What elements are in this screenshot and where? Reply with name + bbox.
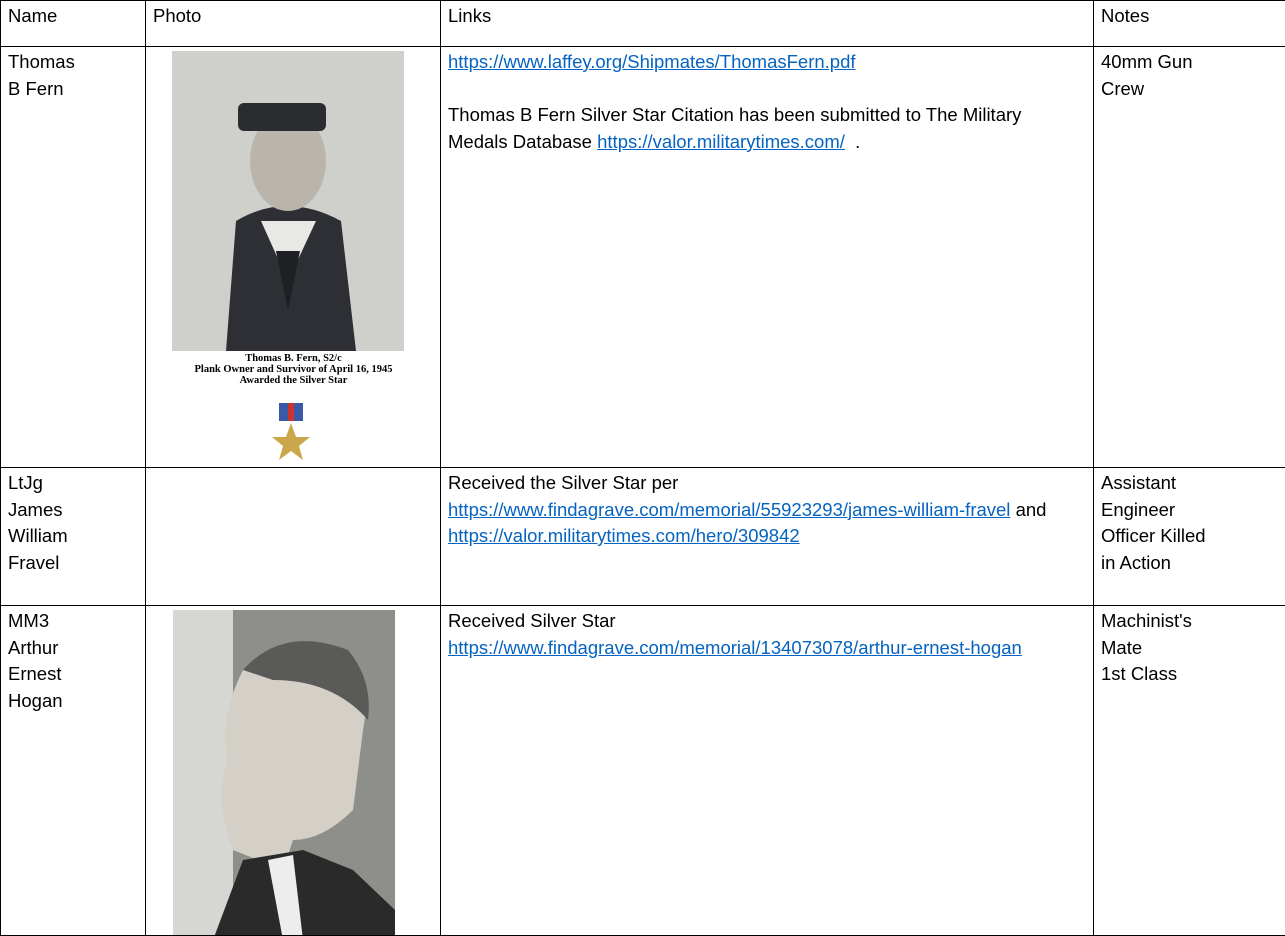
notes-line: 1st Class: [1101, 661, 1278, 688]
medal-icon: [271, 403, 311, 461]
caption-line: Thomas B. Fern, S2/c: [146, 353, 441, 364]
notes-line: Engineer: [1101, 497, 1278, 524]
header-cell: Notes: [1094, 1, 1285, 47]
link[interactable]: https://www.laffey.org/Shipmates/ThomasF…: [448, 51, 856, 72]
name-line: Hogan: [8, 688, 138, 715]
name-cell: LtJg James William Fravel: [1, 468, 146, 606]
photo: [166, 51, 411, 461]
name-line: Fravel: [8, 550, 138, 577]
name-line: James: [8, 497, 138, 524]
header-cell: Name: [1, 1, 146, 47]
text: Received the Silver Star per: [448, 470, 1086, 497]
notes-line: Officer Killed: [1101, 523, 1278, 550]
photo-cell: Thomas B. Fern, S2/c Plank Owner and Sur…: [146, 47, 441, 468]
notes-line: Crew: [1101, 76, 1278, 103]
row: MM3 Arthur Ernest Hogan Received Silver …: [1, 606, 1285, 936]
notes-line: 40mm Gun: [1101, 49, 1278, 76]
name-line: Arthur: [8, 635, 138, 662]
name-cell: Thomas B Fern: [1, 47, 146, 468]
link[interactable]: https://www.findagrave.com/memorial/1340…: [448, 637, 1022, 658]
header-row: Name Photo Links Notes: [1, 1, 1285, 47]
row: LtJg James William Fravel Received the S…: [1, 468, 1285, 606]
text: and: [1016, 499, 1047, 520]
text: Received Silver Star: [448, 608, 1086, 635]
photo: [173, 610, 395, 936]
name-line: Thomas: [8, 49, 138, 76]
name-line: William: [8, 523, 138, 550]
links-cell: Received the Silver Star per https://www…: [441, 468, 1094, 606]
text: .: [855, 131, 860, 152]
notes-cell: Machinist's Mate 1st Class: [1094, 606, 1285, 936]
row: Thomas B Fern Thomas B. Fern, S2/c Plank…: [1, 47, 1285, 468]
links-cell: https://www.laffey.org/Shipmates/ThomasF…: [441, 47, 1094, 468]
link[interactable]: https://valor.militarytimes.com/: [597, 131, 845, 152]
photo-cell: [146, 468, 441, 606]
name-line: Ernest: [8, 661, 138, 688]
notes-cell: 40mm Gun Crew: [1094, 47, 1285, 468]
caption-line: Plank Owner and Survivor of April 16, 19…: [146, 364, 441, 375]
header-cell: Photo: [146, 1, 441, 47]
header-cell: Links: [441, 1, 1094, 47]
notes-line: Assistant: [1101, 470, 1278, 497]
name-line: MM3: [8, 608, 138, 635]
notes-line: Mate: [1101, 635, 1278, 662]
photo-cell: [146, 606, 441, 936]
notes-line: Machinist's: [1101, 608, 1278, 635]
name-cell: MM3 Arthur Ernest Hogan: [1, 606, 146, 936]
photo-caption: Thomas B. Fern, S2/c Plank Owner and Sur…: [146, 353, 441, 386]
link[interactable]: https://valor.militarytimes.com/hero/309…: [448, 525, 800, 546]
caption-line: Awarded the Silver Star: [146, 375, 441, 386]
notes-cell: Assistant Engineer Officer Killed in Act…: [1094, 468, 1285, 606]
links-cell: Received Silver Star https://www.findagr…: [441, 606, 1094, 936]
name-line: B Fern: [8, 76, 138, 103]
notes-line: in Action: [1101, 550, 1278, 577]
link[interactable]: https://www.findagrave.com/memorial/5592…: [448, 499, 1010, 520]
name-line: LtJg: [8, 470, 138, 497]
